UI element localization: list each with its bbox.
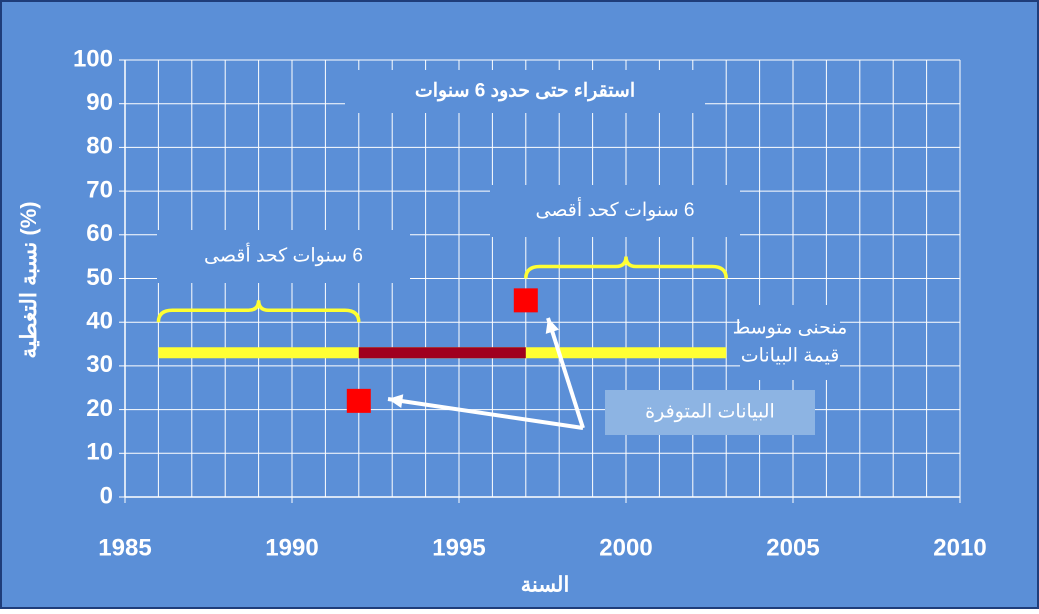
y-axis-label: نسبة التغطية (%) [16, 201, 41, 358]
y-tick-label: 60 [86, 220, 113, 247]
y-tick-label: 10 [86, 439, 113, 466]
y-tick-label: 90 [86, 89, 113, 116]
brace [524, 256, 728, 279]
x-tick-label: 1995 [432, 534, 485, 561]
y-tick-label: 100 [73, 45, 113, 72]
annotation-text: 6 سنوات كحد أقصى [204, 242, 363, 267]
annotation-box [157, 230, 410, 283]
annotation-text: منحنى متوسط [733, 318, 848, 339]
data-point [346, 388, 371, 413]
y-tick-label: 70 [86, 176, 113, 203]
arrow [387, 397, 584, 430]
x-tick-label: 1985 [98, 534, 151, 561]
x-tick-label: 1990 [265, 534, 318, 561]
annotation-text: قيمة البيانات [741, 346, 840, 367]
data-point [513, 288, 538, 313]
annotation-box [740, 305, 840, 380]
annotation-text: استقراء حتى حدود 6 سنوات [415, 81, 635, 102]
annotation-text: 6 سنوات كحد أقصى [535, 196, 694, 221]
x-axis-label: السنة [521, 574, 570, 597]
x-tick-label: 2005 [766, 534, 819, 561]
y-tick-label: 30 [86, 351, 113, 378]
y-tick-label: 80 [86, 133, 113, 160]
annotation-box [605, 390, 815, 435]
brace [156, 300, 361, 323]
arrow-head [545, 318, 560, 334]
x-tick-label: 2010 [933, 534, 986, 561]
y-tick-label: 50 [86, 264, 113, 291]
x-tick-label: 2000 [599, 534, 652, 561]
annotation-text: البيانات المتوفرة [645, 402, 775, 423]
y-tick-label: 20 [86, 395, 113, 422]
arrow-head [388, 394, 404, 409]
arrow [546, 317, 585, 429]
y-tick-label: 0 [100, 482, 113, 509]
annotation-box [345, 70, 705, 113]
annotation-box [490, 185, 740, 237]
y-tick-label: 40 [86, 308, 113, 335]
